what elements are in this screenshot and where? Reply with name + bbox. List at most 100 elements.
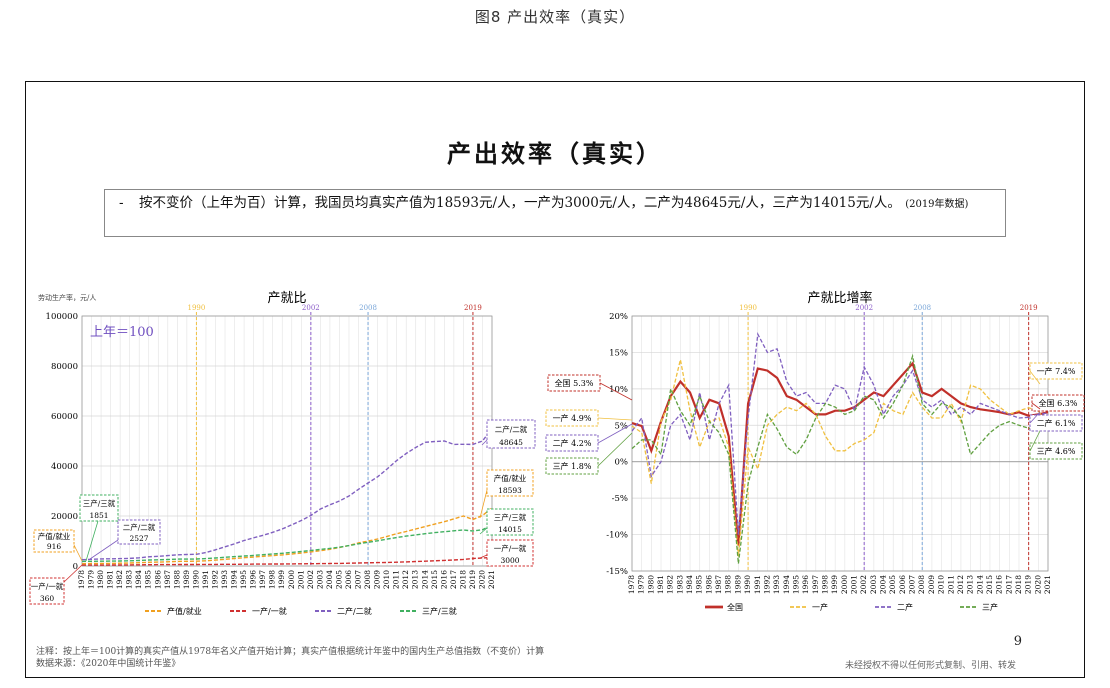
x-tick-label: 2003 (869, 575, 878, 594)
x-tick-label: 2007 (354, 570, 363, 589)
x-tick-label: 2012 (956, 575, 965, 594)
chart-annotation: 上年＝100 (90, 325, 154, 340)
x-tick-label: 1982 (666, 575, 675, 594)
callout-label-part: 一产 (1037, 366, 1056, 376)
x-tick-label: 1990 (191, 570, 200, 589)
x-tick-label: 1990 (743, 575, 752, 594)
x-tick-label: 2020 (477, 570, 486, 589)
x-tick-label: 2016 (439, 570, 448, 589)
y-tick-label: 0 (73, 562, 78, 572)
x-tick-label: 1988 (724, 575, 733, 594)
x-tick-label: 1986 (153, 570, 162, 589)
callout-leader (63, 564, 83, 583)
x-tick-label: 1993 (772, 575, 781, 594)
reference-label-2002: 2002 (855, 304, 873, 312)
reference-label-2019: 2019 (464, 304, 482, 312)
callout-label: 一产 4.9% (553, 413, 592, 423)
callout-label-part: 全国 (1039, 398, 1058, 408)
series-line-2 (631, 359, 1049, 557)
x-tick-label: 1986 (704, 575, 713, 594)
legend-label-3: 二产 (897, 602, 913, 612)
x-tick-label: 1996 (249, 570, 258, 589)
y-tick-label: 60000 (51, 412, 78, 422)
x-tick-label: 2004 (325, 570, 334, 589)
callout-7: 三产/三就 14015 (479, 508, 534, 536)
callout-label-part: 二产 (1037, 418, 1056, 428)
callout-value: 6.1% (1055, 419, 1076, 428)
callout-leader (479, 489, 488, 519)
plot-area (631, 315, 1049, 572)
callout-value: 916 (47, 542, 62, 551)
y-tick-label: 15% (609, 348, 628, 358)
x-tick-label: 1979 (637, 575, 646, 594)
x-tick-label: 1987 (714, 575, 723, 594)
callout-value: 7.4% (1055, 367, 1076, 376)
series-line-4 (631, 353, 1049, 564)
series-line-3 (81, 428, 493, 561)
x-tick-label: 2001 (296, 570, 305, 589)
callout-label-part: 二产 (553, 438, 572, 448)
callout-label: 二产/二就 (123, 522, 156, 532)
x-tick-label: 2013 (411, 570, 420, 589)
x-tick-label: 2008 (363, 570, 372, 589)
footnote-line-1: 注释：按上年＝100计算的真实产值从1978年名义产值开始计算；真实产值根据统计… (36, 647, 545, 657)
reference-label-2019: 2019 (1020, 304, 1038, 312)
x-tick-label: 2002 (859, 575, 868, 594)
legend-label-4: 三产 (982, 602, 998, 612)
x-tick-label: 1995 (791, 575, 800, 594)
callout-leader (89, 539, 119, 560)
x-tick-label: 2001 (850, 575, 859, 594)
legend-label-4: 三产/三就 (422, 606, 457, 616)
x-tick-label: 1987 (163, 570, 172, 589)
x-tick-label: 2018 (1014, 575, 1023, 594)
callout-leader (597, 423, 633, 444)
callout-label: 三产/三就 (494, 512, 527, 522)
summary-note: (2019年数据) (905, 199, 969, 210)
callout-4: 三产/三就 1851 (79, 494, 119, 562)
x-tick-label: 2017 (1004, 575, 1013, 594)
x-tick-label: 2000 (840, 575, 849, 594)
series-line-2 (82, 556, 493, 566)
x-tick-label: 2017 (449, 570, 458, 589)
page-number: 9 (1013, 634, 1022, 649)
callout-1: 全国 5.3% (547, 374, 633, 401)
callout-box (33, 529, 75, 553)
series-line-4 (81, 524, 493, 563)
callout-value: 18593 (498, 486, 522, 495)
callout-leader (597, 432, 633, 467)
x-tick-label: 1992 (210, 570, 219, 589)
callout-label: 产值/就业 (494, 473, 527, 483)
x-tick-label: 1985 (144, 570, 153, 589)
callout-leader (599, 382, 633, 401)
x-tick-label: 2019 (1024, 575, 1033, 594)
legend-label-2: 一产/一就 (252, 606, 287, 616)
x-tick-label: 2002 (306, 570, 315, 589)
x-tick-label: 2014 (420, 570, 429, 589)
x-tick-label: 2011 (946, 575, 955, 594)
callout-label: 二产 4.2% (553, 438, 592, 448)
x-tick-label: 2000 (287, 570, 296, 589)
x-tick-label: 2008 (917, 575, 926, 594)
x-tick-label: 2007 (908, 575, 917, 594)
series-line-3 (631, 332, 1049, 535)
reference-label-1990: 1990 (739, 304, 757, 312)
callout-label-part: 全国 (555, 378, 574, 388)
series-line-1 (631, 361, 1049, 546)
callout-value: 1851 (89, 511, 108, 520)
callout-7: 二产 6.1% (1029, 411, 1083, 432)
x-tick-label: 2010 (937, 575, 946, 594)
x-tick-label: 2003 (315, 570, 324, 589)
y-tick-label: 40000 (51, 462, 78, 472)
slide-title: 产出效率（真实） (447, 139, 663, 168)
callout-value: 360 (40, 594, 55, 603)
callout-leader (1031, 402, 1041, 410)
x-tick-label: 1980 (96, 570, 105, 589)
callout-label-part: 三产 (553, 461, 572, 471)
callout-label: 三产/三就 (83, 498, 116, 508)
callout-box (79, 494, 119, 522)
callout-value: 14015 (498, 525, 522, 534)
callout-box (486, 539, 534, 567)
callout-value: 4.6% (1055, 447, 1076, 456)
callout-label: 产值/就业 (38, 531, 71, 541)
